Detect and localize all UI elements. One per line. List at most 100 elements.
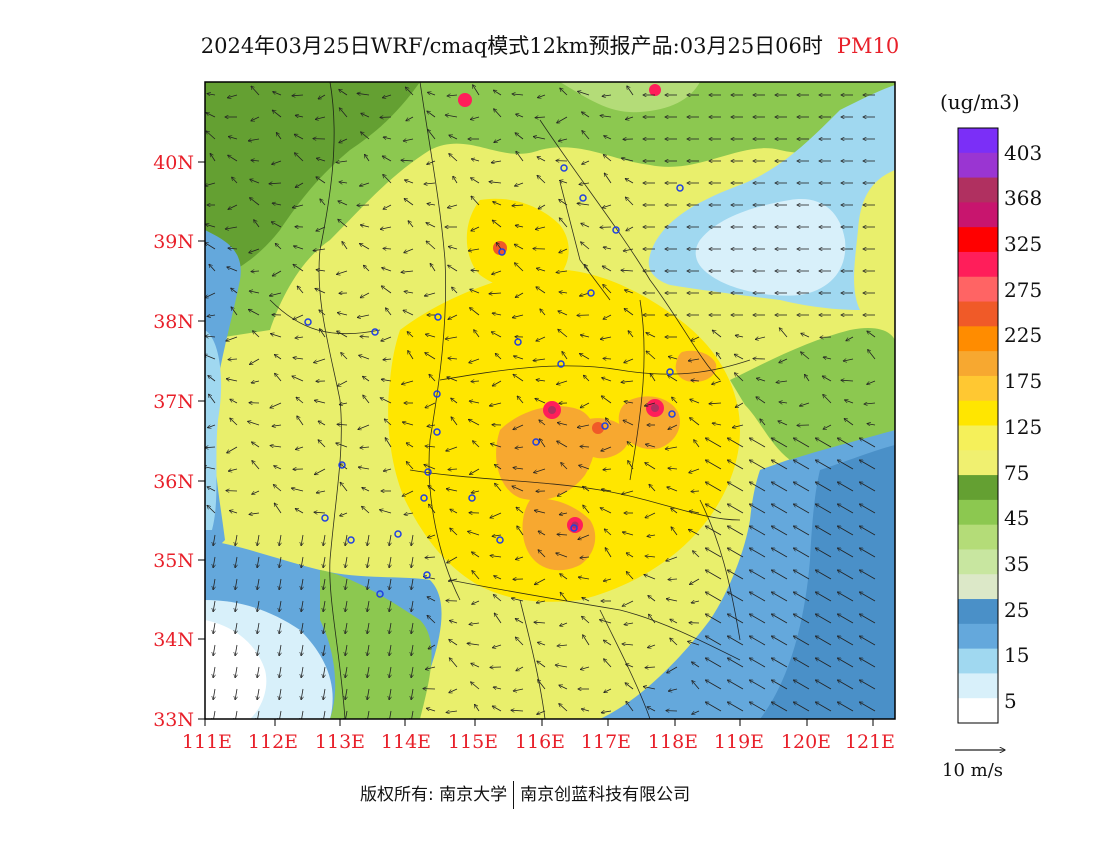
wind-vector [426,223,436,228]
wind-vector [602,266,612,272]
wind-vector [793,438,810,448]
legend-swatch [958,351,998,377]
wind-vector [319,310,326,316]
wind-vector [471,226,480,231]
wind-vector [815,614,832,624]
wind-vector [452,287,458,294]
wind-vector [692,710,700,714]
city-marker [560,164,568,172]
wind-vector [815,504,832,514]
wind-vector [716,353,722,360]
wind-vector [644,575,656,580]
wind-vector [227,267,238,272]
wind-vector [536,287,546,294]
wind-vector [493,90,502,96]
wind-vector [235,600,237,612]
wind-vector [314,358,326,363]
lat-label-6: 34N [153,629,194,651]
wind-vector [727,548,744,558]
wind-vector [692,662,700,668]
city-marker [570,524,578,532]
wind-vector [603,155,612,162]
wind-vector [367,534,369,546]
wind-vector [468,249,480,251]
wind-vector [448,579,458,581]
city-marker [496,536,504,544]
wind-vector [425,446,436,447]
wind-vector [771,438,788,448]
city-marker [468,494,476,502]
wind-vector [602,95,612,96]
wind-vector [495,483,502,492]
wind-vector [207,487,216,492]
wind-vector [793,636,810,646]
wind-vector [251,116,260,121]
wind-vector [448,314,458,319]
wind-vector [837,680,854,690]
wind-vector [515,619,524,624]
wind-vector [727,526,744,536]
wind-vector [213,622,215,634]
wind-vector [771,548,788,558]
hotspot-6 [458,93,472,107]
wind-vector [492,270,502,274]
wind-vector [577,424,590,428]
white-region-sw [205,620,267,719]
wind-vector [513,424,524,430]
wind-vector [867,424,876,425]
wind-vector [427,425,436,426]
wind-vector [756,378,766,382]
wind-vector [345,644,347,656]
wind-vector [580,402,590,408]
wind-vector [226,379,238,381]
wind-vector [386,308,392,316]
wind-vector [624,309,634,316]
lat-label-4: 36N [153,471,194,493]
wind-vector [411,556,413,568]
wind-vector [582,131,590,140]
yellow-sea-deep [760,445,895,719]
green-region-east [730,328,895,460]
wind-vector [294,246,304,250]
wind-vector [705,548,722,558]
wind-vector [411,578,413,590]
wind-vector [749,504,766,514]
wind-vector [257,666,259,678]
wind-vector [727,438,744,448]
light-blue-region-west [205,330,222,530]
city-marker [433,428,441,436]
wind-vector [493,595,502,602]
wind-vector [257,534,259,546]
wind-vector [318,94,326,99]
wind-vector [535,227,546,229]
wind-vector [583,505,590,514]
hotspot-5 [592,422,604,434]
wind-vector [859,680,876,690]
wind-vector [367,578,369,590]
wind-vector [292,95,304,96]
axis-ticks [198,161,874,726]
wind-vector [749,658,766,668]
wind-vector [626,553,634,558]
wind-vector [557,116,568,123]
city-marker [424,468,432,476]
wind-vector [345,600,347,612]
wind-vector [604,688,612,693]
wind-vector [705,504,722,514]
legend-label-9: 35 [1004,552,1029,576]
wind-vector [424,465,436,470]
wind-vector [411,666,413,678]
wind-vector [603,358,612,359]
wind-vector [667,666,678,673]
wind-vector [557,380,568,384]
wind-vector [556,271,568,273]
wind-vector [359,355,370,360]
wind-vector [232,177,238,184]
wind-vector [859,548,876,558]
wind-vector [859,658,876,668]
wind-vector [494,613,502,624]
lat-label-2: 38N [153,311,194,333]
wind-vector [602,378,612,382]
wind-vector [447,204,458,208]
wind-vector [252,490,260,494]
